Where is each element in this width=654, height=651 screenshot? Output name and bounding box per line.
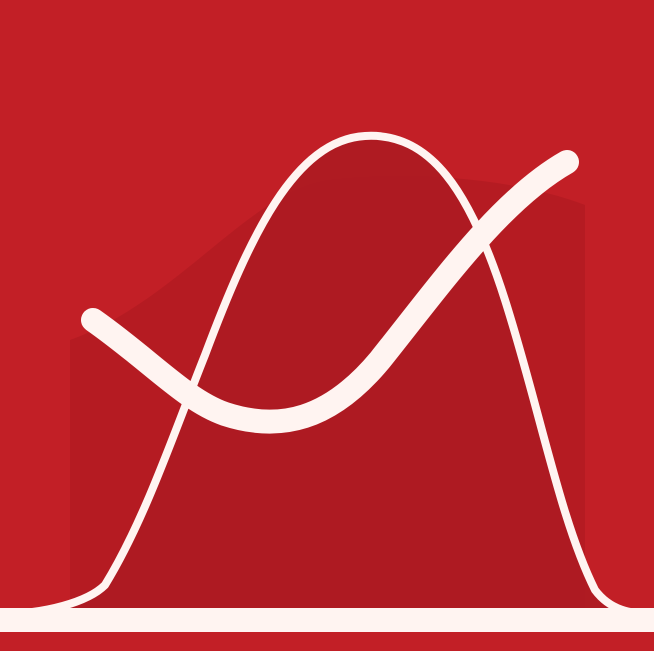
bell-curve-fill: [0, 135, 654, 614]
swoosh-line: [81, 150, 579, 434]
baseline-line: [0, 608, 654, 632]
bell-curve-line: [0, 131, 654, 618]
